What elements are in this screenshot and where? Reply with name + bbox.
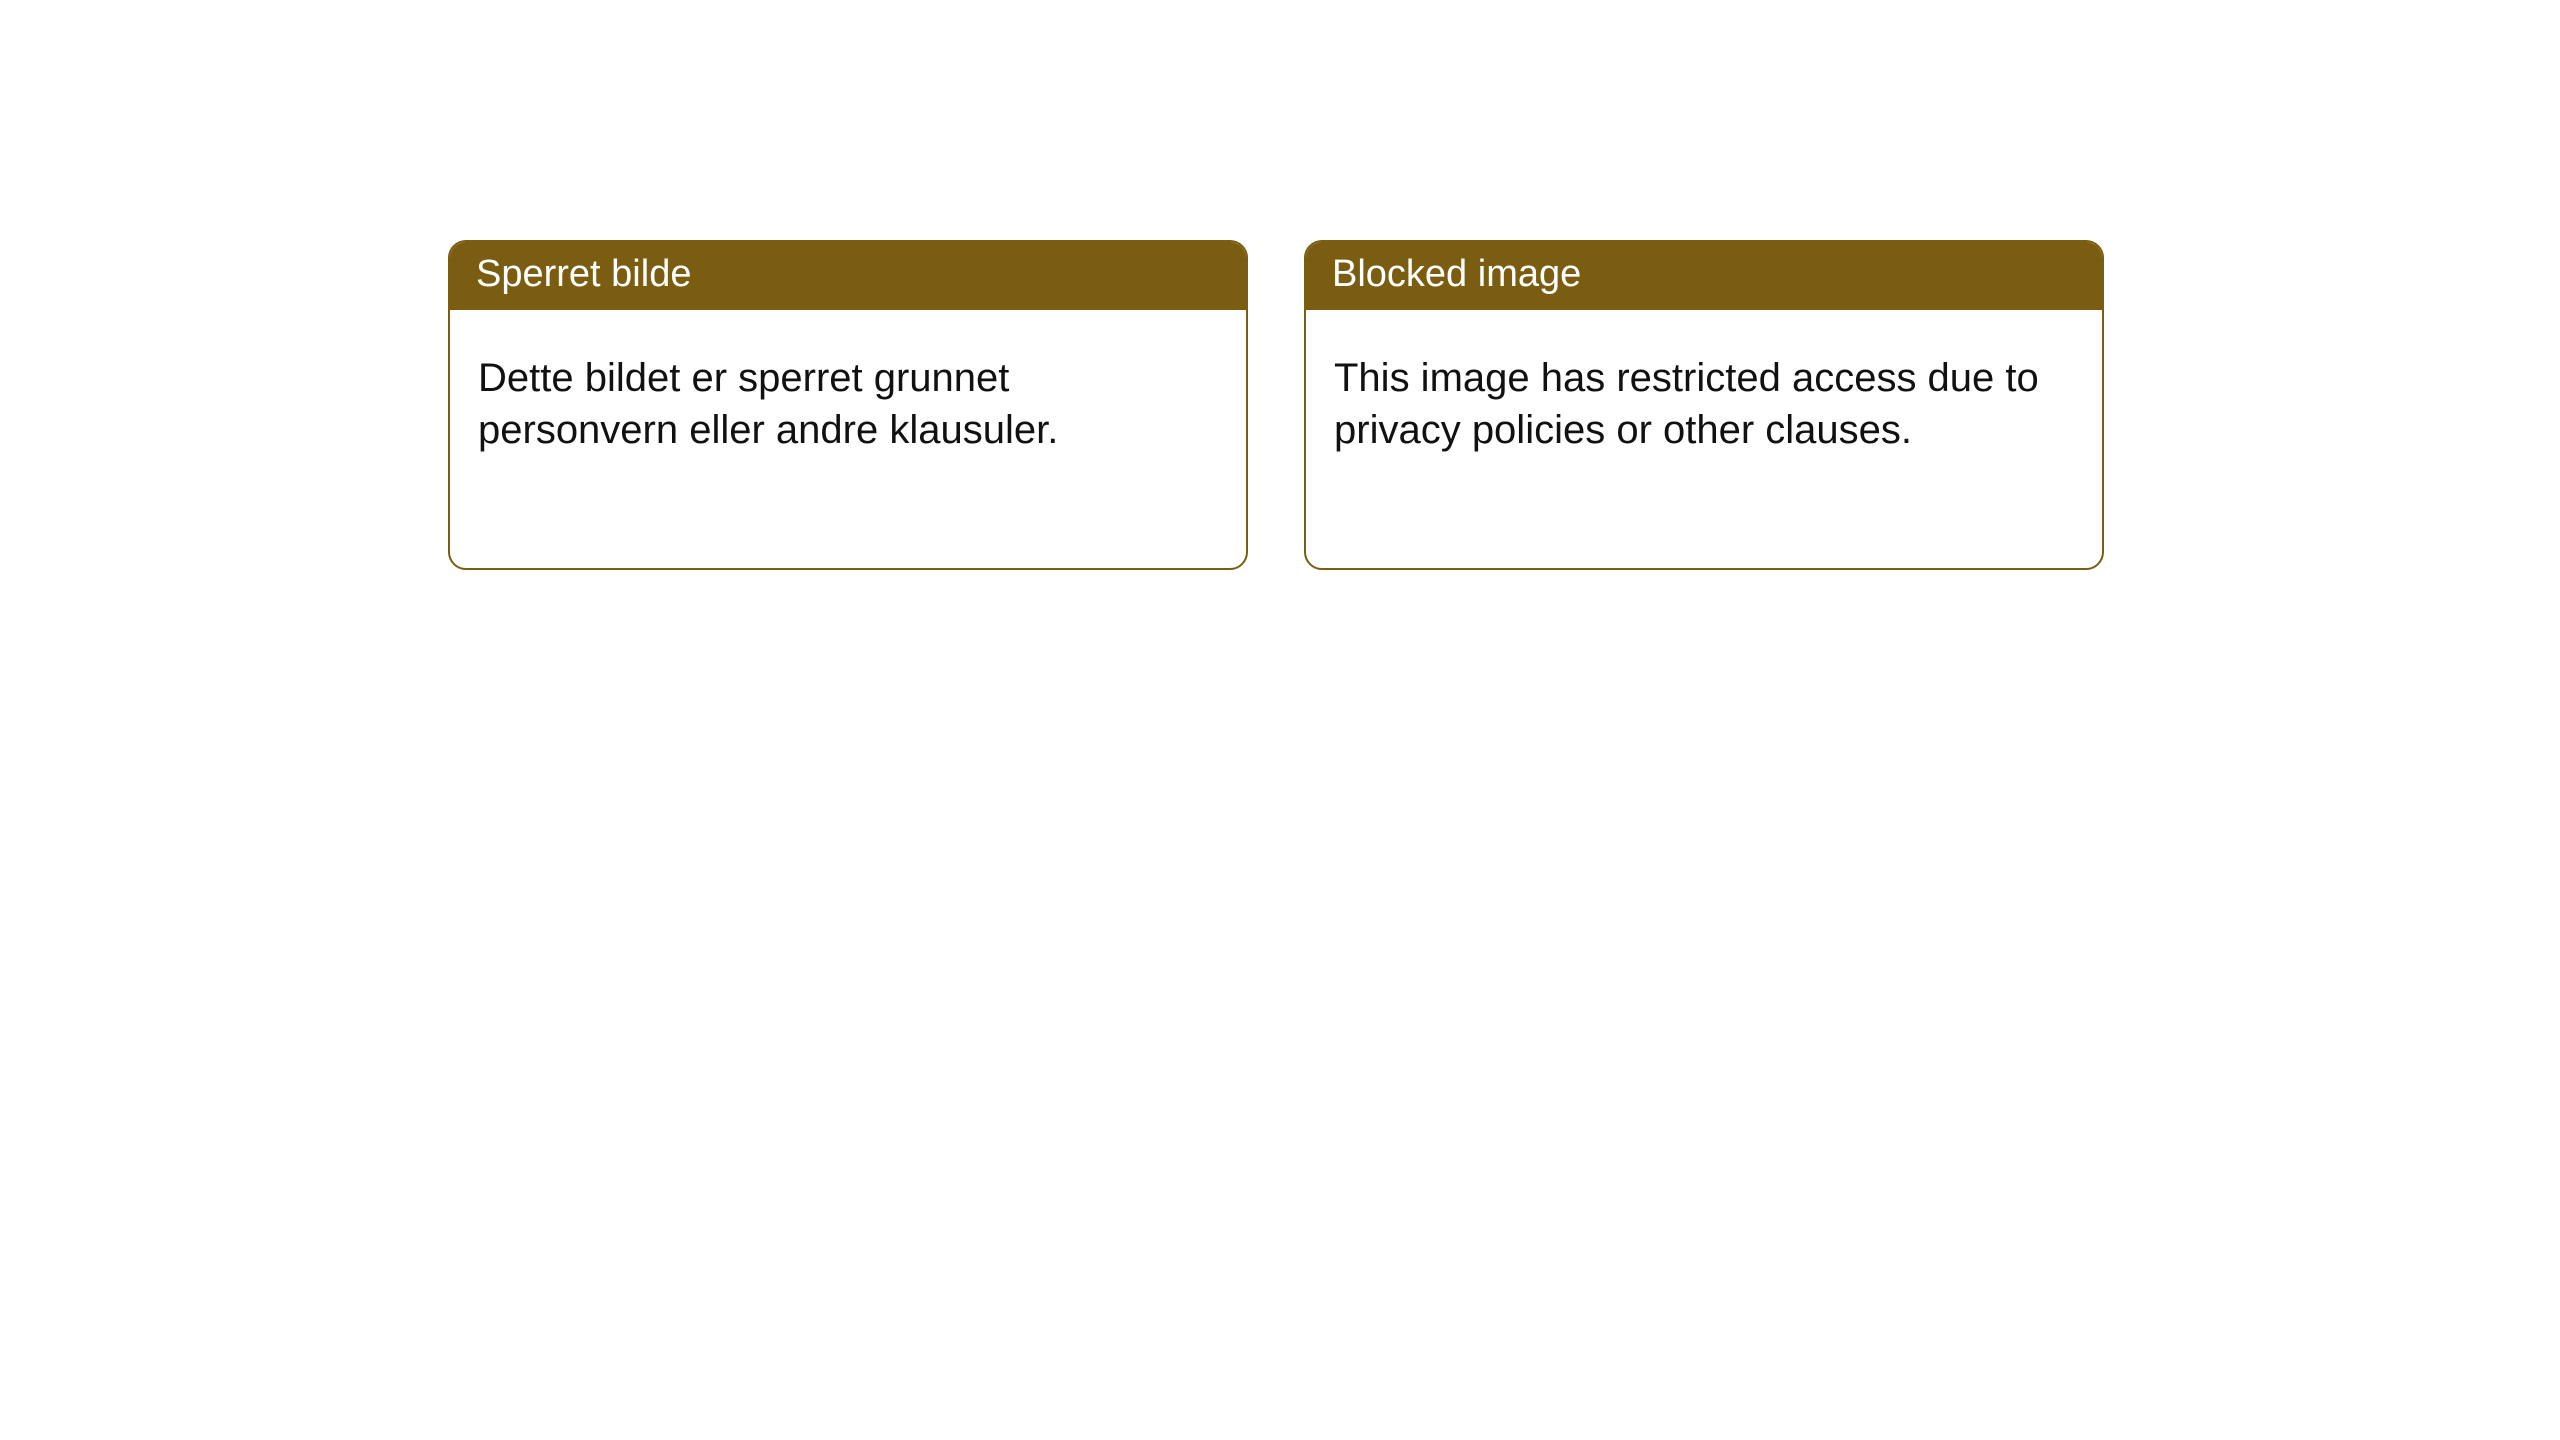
notice-body: Dette bildet er sperret grunnet personve… xyxy=(450,310,1246,484)
notice-header: Sperret bilde xyxy=(450,242,1246,310)
notice-header: Blocked image xyxy=(1306,242,2102,310)
notice-card-norwegian: Sperret bilde Dette bildet er sperret gr… xyxy=(448,240,1248,570)
notice-body: This image has restricted access due to … xyxy=(1306,310,2102,484)
notice-container: Sperret bilde Dette bildet er sperret gr… xyxy=(0,0,2560,570)
notice-card-english: Blocked image This image has restricted … xyxy=(1304,240,2104,570)
